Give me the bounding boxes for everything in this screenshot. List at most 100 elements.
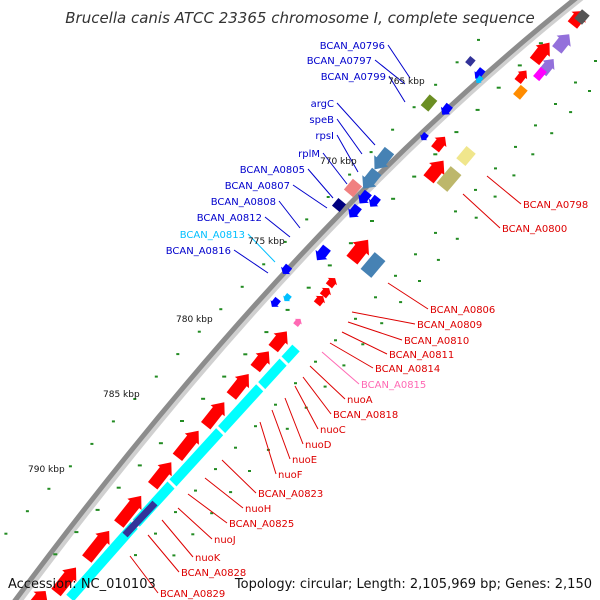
gene-feature[interactable] [172, 430, 199, 461]
gene-label[interactable]: BCAN_A0800 [502, 224, 567, 235]
gene-feature[interactable] [474, 67, 486, 79]
rna-feature[interactable] [420, 94, 438, 112]
gene-feature[interactable] [268, 331, 288, 353]
gene-label[interactable]: BCAN_A0799 [321, 72, 386, 83]
gene-label[interactable]: BCAN_A0806 [430, 305, 495, 316]
scale-label-785: 785 kbp [103, 390, 140, 400]
gene-label[interactable]: nuoK [195, 553, 221, 564]
cds-separator [276, 353, 292, 369]
map-tick [380, 322, 384, 325]
gene-feature[interactable] [281, 263, 293, 275]
gene-feature[interactable] [250, 351, 270, 373]
gene-feature[interactable] [533, 66, 547, 82]
gene-label[interactable]: BCAN_A0796 [320, 41, 385, 52]
gene-label[interactable]: nuoC [320, 425, 346, 436]
gene-label[interactable]: BCAN_A0816 [166, 246, 231, 257]
gene-label[interactable]: BCAN_A0810 [404, 336, 469, 347]
gene-label[interactable]: BCAN_A0814 [375, 364, 440, 375]
gene-label[interactable]: BCAN_A0811 [389, 350, 454, 361]
gene-label[interactable]: rpsI [315, 131, 334, 142]
map-tick [4, 532, 8, 535]
map-tick [248, 470, 251, 472]
gene-feature[interactable] [465, 56, 476, 67]
map-tick [512, 174, 516, 177]
gene-label[interactable]: BCAN_A0807 [225, 181, 290, 192]
gene-feature[interactable] [374, 146, 395, 170]
gene-feature[interactable] [30, 591, 48, 600]
gene-feature[interactable] [348, 203, 362, 218]
cds-band[interactable] [126, 344, 300, 534]
gene-feature[interactable] [82, 530, 110, 563]
map-tick [369, 151, 373, 154]
leader-line [221, 459, 257, 494]
gene-label[interactable]: BCAN_A0797 [307, 56, 372, 67]
gene-feature[interactable] [346, 239, 369, 265]
map-tick [294, 382, 297, 385]
gene-feature[interactable] [313, 295, 325, 307]
cds-band[interactable] [66, 526, 134, 600]
gene-label[interactable]: BCAN_A0823 [258, 489, 323, 500]
gene-feature[interactable] [552, 34, 571, 54]
gene-label[interactable]: BCAN_A0818 [333, 410, 398, 421]
gene-label[interactable]: BCAN_A0828 [181, 568, 246, 579]
gene-feature[interactable] [360, 252, 386, 278]
gene-feature[interactable] [574, 9, 590, 25]
leader-line [161, 519, 194, 558]
map-tick [243, 353, 248, 356]
gene-label[interactable]: rplM [298, 149, 320, 160]
cds-block[interactable] [122, 500, 158, 538]
gene-label[interactable]: nuoF [278, 470, 303, 481]
gene-feature[interactable] [283, 293, 292, 302]
gene-feature[interactable] [51, 567, 77, 597]
gene-label[interactable]: nuoE [292, 455, 317, 466]
gene-feature[interactable] [331, 197, 347, 213]
map-tick [517, 64, 522, 67]
gene-label[interactable]: BCAN_A0829 [160, 589, 225, 600]
gene-feature[interactable] [423, 160, 445, 184]
gene-feature[interactable] [319, 287, 331, 299]
gene-feature[interactable] [315, 244, 331, 261]
gene-feature[interactable] [325, 277, 337, 289]
gene-label[interactable]: BCAN_A0798 [523, 200, 588, 211]
gene-feature[interactable] [114, 495, 142, 528]
gene-feature[interactable] [513, 84, 528, 100]
gene-feature[interactable] [475, 75, 484, 84]
feature-layer [30, 9, 590, 600]
gene-feature[interactable] [270, 296, 281, 307]
gene-feature[interactable] [343, 178, 363, 198]
gene-label[interactable]: nuoD [305, 440, 332, 451]
gene-feature[interactable] [420, 132, 429, 141]
gene-feature[interactable] [201, 402, 225, 430]
map-tick [327, 264, 332, 267]
map-tick [194, 489, 197, 492]
map-tick [531, 153, 535, 156]
gene-label[interactable]: nuoA [347, 395, 373, 406]
gene-label[interactable]: BCAN_A0809 [417, 320, 482, 331]
gene-feature[interactable] [431, 136, 447, 153]
gene-label[interactable]: BCAN_A0825 [229, 519, 294, 530]
gene-feature[interactable] [529, 42, 550, 66]
leader-line [129, 555, 159, 594]
gene-label[interactable]: nuoH [245, 504, 271, 515]
gene-label[interactable]: BCAN_A0812 [197, 213, 262, 224]
gene-label[interactable]: BCAN_A0813 [180, 230, 245, 241]
gene-feature[interactable] [436, 166, 462, 192]
gene-feature[interactable] [293, 318, 302, 327]
gene-feature[interactable] [456, 146, 476, 166]
gene-feature[interactable] [148, 462, 172, 490]
gene-feature[interactable] [226, 374, 249, 400]
gene-label[interactable]: nuoJ [214, 535, 236, 546]
gene-label[interactable]: BCAN_A0805 [240, 165, 305, 176]
gene-label[interactable]: speB [309, 115, 334, 126]
map-tick [412, 175, 417, 178]
gene-feature[interactable] [440, 102, 453, 115]
gene-feature[interactable] [362, 167, 382, 189]
gene-label[interactable]: BCAN_A0815 [361, 380, 426, 391]
gene-feature[interactable] [514, 70, 528, 85]
gene-feature[interactable] [358, 189, 372, 204]
gene-label[interactable]: argC [311, 99, 334, 110]
gene-label[interactable]: BCAN_A0808 [211, 197, 276, 208]
map-tick [197, 330, 201, 333]
map-tick [434, 83, 438, 86]
gene-feature[interactable] [368, 194, 381, 207]
